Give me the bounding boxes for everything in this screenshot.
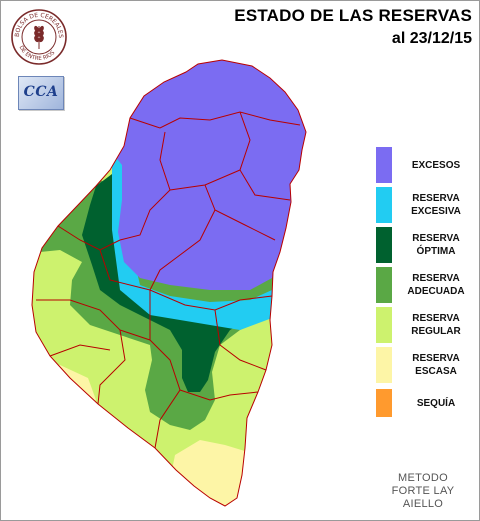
legend-label-reserva-adecuada: RESERVA ADECUADA xyxy=(407,273,465,297)
legend-label-reserva-excesiva: RESERVA EXCESIVA xyxy=(411,193,461,217)
cca-logo-text: CCA xyxy=(23,84,59,100)
method-line-3: AIELLO xyxy=(402,498,444,510)
title-line-1: ESTADO DE LAS RESERVAS xyxy=(234,6,472,25)
legend-label-sequia: SEQUÍA xyxy=(416,397,456,409)
legend-swatch-reserva-adecuada xyxy=(376,267,392,303)
legend-item-reserva-escasa: RESERVA ESCASA xyxy=(376,347,480,383)
legend-swatch-reserva-regular xyxy=(376,307,392,343)
legend-label-excesos: EXCESOS xyxy=(411,159,461,171)
legend-swatch-reserva-excesiva xyxy=(376,187,392,223)
wheat-icon xyxy=(34,25,44,49)
department-borders xyxy=(31,59,307,507)
legend-label-reserva-optima: RESERVA ÓPTIMA xyxy=(412,233,460,257)
map-title: ESTADO DE LAS RESERVAS al 23/12/15 xyxy=(234,6,472,48)
method-line-1: METODO xyxy=(398,472,448,484)
legend-item-reserva-regular: RESERVA REGULAR xyxy=(376,307,480,343)
bolsa-cereales-seal-logo: BOLSA DE CEREALES DE ENTRE RIOS xyxy=(11,9,67,65)
legend-item-excesos: EXCESOS xyxy=(376,147,480,183)
method-note: METODO FORTE LAY AIELLO xyxy=(378,472,468,511)
legend-item-sequia: SEQUÍA xyxy=(376,389,480,417)
legend-swatch-sequia xyxy=(376,389,392,417)
legend-swatch-reserva-optima xyxy=(376,227,392,263)
cca-logo: CCA xyxy=(18,76,64,110)
legend-swatch-excesos xyxy=(376,147,392,183)
legend-label-reserva-regular: RESERVA REGULAR xyxy=(411,313,461,337)
legend-item-reserva-adecuada: RESERVA ADECUADA xyxy=(376,267,480,303)
legend-swatch-reserva-escasa xyxy=(376,347,392,383)
title-date: al 23/12/15 xyxy=(391,30,472,47)
zone-excesos xyxy=(100,60,306,290)
method-line-2: FORTE LAY xyxy=(391,485,455,497)
legend-item-reserva-excesiva: RESERVA EXCESIVA xyxy=(376,187,480,223)
legend-label-reserva-escasa: RESERVA ESCASA xyxy=(412,353,460,377)
legend-item-reserva-optima: RESERVA ÓPTIMA xyxy=(376,227,480,263)
